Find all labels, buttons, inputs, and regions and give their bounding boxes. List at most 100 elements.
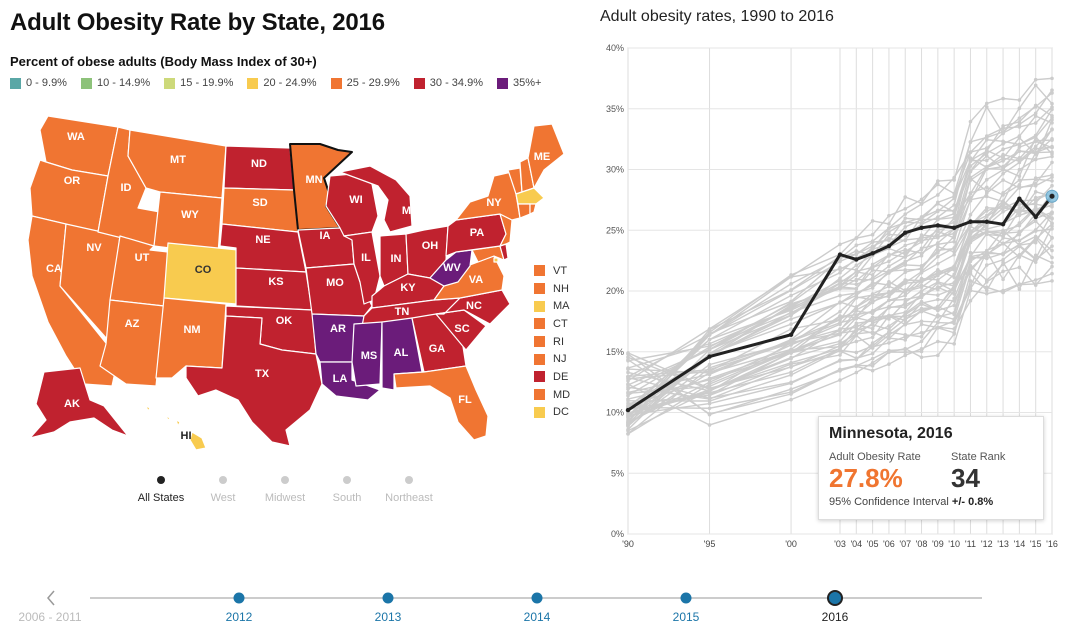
region-dot — [219, 476, 227, 484]
state-series-point — [968, 197, 973, 202]
state-series-point — [626, 414, 630, 418]
state-series-point — [1001, 277, 1005, 282]
region-south[interactable]: South — [316, 476, 378, 504]
chevron-left-icon[interactable] — [47, 590, 55, 606]
state-series-point — [903, 254, 908, 259]
state-series-point — [838, 270, 842, 275]
state-series-point — [1017, 116, 1022, 120]
color-legend: 0 - 9.9% 10 - 14.9% 15 - 19.9% 20 - 24.9% 25… — [10, 77, 541, 89]
state-series-point — [984, 191, 989, 195]
state-series-point — [789, 365, 793, 369]
state-GA[interactable] — [411, 313, 467, 373]
state-series-point — [919, 266, 924, 270]
small-state-label: CT — [553, 317, 568, 330]
small-state-CT[interactable]: CT — [534, 315, 570, 333]
timeline-dot-2016[interactable] — [827, 590, 843, 606]
state-MI[interactable] — [339, 165, 413, 233]
small-state-swatch — [534, 353, 545, 365]
state-series-point — [854, 287, 859, 291]
timeline-dot-2014[interactable] — [531, 592, 543, 604]
state-series-point — [1017, 265, 1022, 270]
small-state-RI[interactable]: RI — [534, 333, 570, 351]
state-series-point — [887, 341, 891, 345]
small-state-MD[interactable]: MD — [534, 386, 570, 404]
state-IL[interactable] — [343, 231, 381, 305]
state-series-point — [870, 262, 875, 267]
state-series-point — [789, 355, 793, 360]
timeline-label-2014[interactable]: 2014 — [523, 610, 551, 624]
state-series-point — [707, 376, 712, 381]
state-MA[interactable] — [515, 187, 545, 205]
state-KS[interactable] — [235, 267, 313, 311]
state-series-point — [838, 314, 842, 318]
state-DC[interactable] — [493, 257, 499, 263]
state-series-point — [707, 391, 712, 395]
state-series-point — [1017, 125, 1022, 129]
state-series-point — [887, 279, 891, 284]
state-HI[interactable] — [145, 405, 207, 451]
y-tick-label: 10% — [606, 408, 624, 418]
state-series-point — [903, 212, 908, 216]
state-series-point — [984, 291, 989, 296]
state-series-point — [936, 228, 940, 232]
region-northeast[interactable]: Northeast — [378, 476, 440, 504]
state-series-point — [1017, 287, 1022, 292]
region-dot — [157, 476, 165, 484]
state-series-point — [838, 320, 842, 325]
small-state-VT[interactable]: VT — [534, 262, 570, 280]
timeline-dot-2015[interactable] — [680, 592, 692, 604]
region-dot — [343, 476, 351, 484]
state-TX[interactable] — [185, 315, 323, 447]
state-series-point — [1017, 238, 1022, 243]
state-series-point — [952, 289, 956, 293]
state-AK[interactable] — [29, 367, 129, 439]
state-series-point — [789, 282, 793, 286]
state-series-point — [1050, 101, 1054, 106]
state-CT[interactable] — [517, 203, 531, 219]
state-series-point — [707, 362, 712, 367]
state-series-point — [1001, 290, 1005, 295]
timeline-label-2013[interactable]: 2013 — [374, 610, 402, 624]
state-RI[interactable] — [529, 203, 537, 215]
timeline-label-2012[interactable]: 2012 — [225, 610, 253, 624]
state-series-point — [952, 178, 956, 182]
state-series-point — [984, 288, 989, 293]
state-series-point — [919, 299, 924, 304]
state-series-point — [1050, 183, 1054, 188]
legend-label: 30 - 34.9% — [429, 77, 483, 89]
state-ME[interactable] — [527, 123, 565, 189]
minnesota-point — [968, 219, 973, 224]
state-series-point — [870, 286, 875, 290]
small-state-NH[interactable]: NH — [534, 280, 570, 298]
timeline-dot-2013[interactable] — [382, 592, 394, 604]
state-AZ[interactable] — [99, 299, 165, 387]
state-series-point — [887, 290, 891, 295]
region-all-states[interactable]: All States — [130, 476, 192, 504]
state-series-point — [707, 401, 712, 406]
legend-swatch — [330, 77, 342, 89]
y-tick-label: 15% — [606, 347, 624, 357]
timeline-dot-2012[interactable] — [233, 592, 245, 604]
legend-swatch — [496, 77, 508, 89]
small-state-MA[interactable]: MA — [534, 297, 570, 315]
state-series-point — [887, 330, 891, 334]
state-FL[interactable] — [393, 365, 489, 441]
timeline-label-2006-2011[interactable]: 2006 - 2011 — [18, 610, 82, 624]
state-MS[interactable] — [351, 321, 383, 387]
timeline-label-2015[interactable]: 2015 — [672, 610, 700, 624]
x-tick-label: '08 — [916, 539, 928, 549]
map-label-NE: NE — [255, 234, 270, 246]
small-state-label: MD — [553, 388, 571, 401]
region-west[interactable]: West — [192, 476, 254, 504]
state-series-point — [919, 349, 924, 354]
map-label-KS: KS — [268, 276, 283, 288]
small-state-DE[interactable]: DE — [534, 368, 570, 386]
us-map: WA OR CA NV ID MT WY UT AZ CO NM ND SD NE KS OK TX MN IA MO… — [27, 115, 565, 451]
state-series-point — [707, 370, 712, 375]
timeline-label-2016[interactable]: 2016 — [821, 610, 849, 624]
region-midwest[interactable]: Midwest — [254, 476, 316, 504]
state-series-point — [919, 278, 924, 283]
map-label-FL: FL — [458, 394, 472, 406]
small-state-NJ[interactable]: NJ — [534, 350, 570, 368]
small-state-DC[interactable]: DC — [534, 404, 570, 422]
